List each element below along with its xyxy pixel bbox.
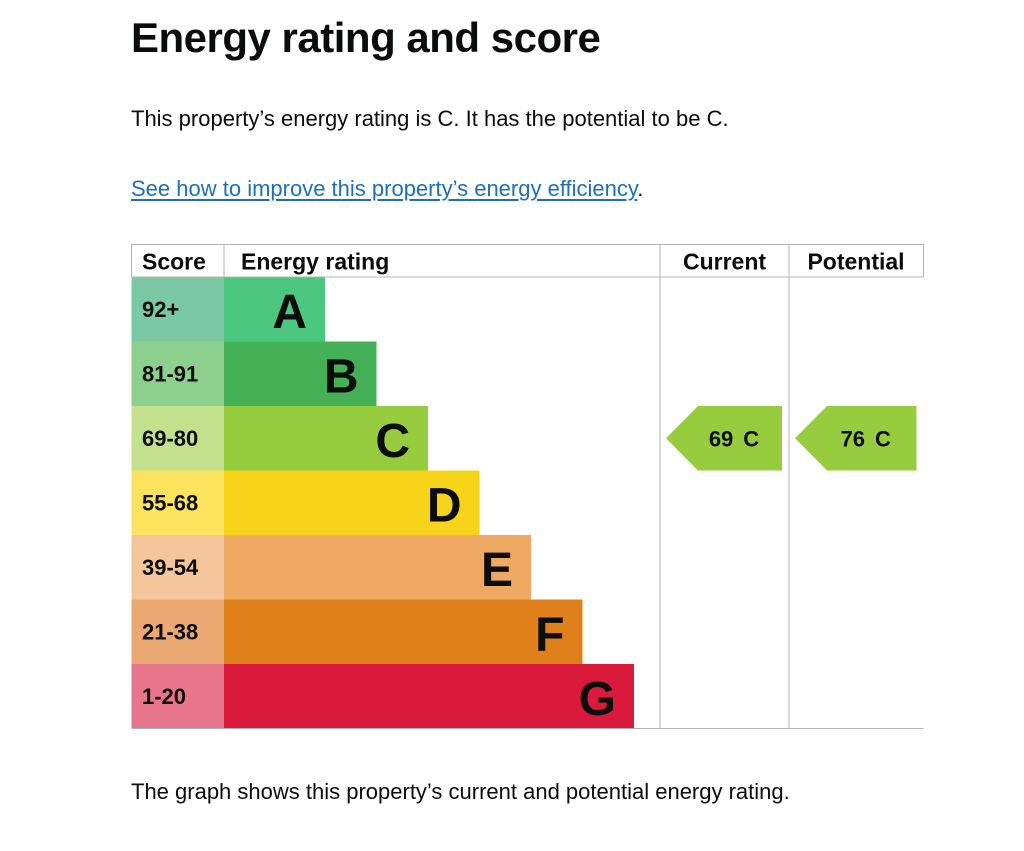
current-score: 69 (709, 426, 733, 451)
current-label: 69 C (709, 426, 759, 451)
current-rating: C (743, 426, 759, 451)
intro-text: This property’s energy rating is C. It h… (131, 106, 729, 131)
score-cell (131, 277, 224, 342)
score-band: 1-20 (142, 684, 186, 709)
link-paragraph: See how to improve this property’s energ… (131, 176, 643, 202)
rating-bar (224, 341, 377, 406)
energy-rating-graph: Score Energy rating Current Potential 92+ A 81… (131, 244, 924, 729)
rating-letter: C (375, 415, 410, 468)
rating-bar (224, 664, 634, 729)
rating-letter: G (579, 673, 616, 726)
score-band: 55-68 (142, 490, 198, 515)
rating-bar (224, 406, 428, 471)
link-suffix: . (637, 176, 644, 201)
score-cell (131, 599, 224, 664)
rating-letter: F (535, 608, 564, 661)
score-cell (131, 470, 224, 535)
potential-rating: C (875, 426, 891, 451)
footer-text: The graph shows this property’s current … (131, 779, 790, 804)
rating-bar (224, 277, 325, 342)
potential-score: 76 (841, 426, 865, 451)
column-header: Current (683, 249, 766, 275)
column-header: Score (142, 249, 206, 275)
column-header: Potential (807, 249, 904, 275)
score-band: 69-80 (142, 426, 198, 451)
rating-bar (224, 599, 583, 664)
score-band: 21-38 (142, 619, 198, 644)
score-cell (131, 341, 224, 406)
potential-label: 76 C (841, 426, 891, 451)
score-band: 81-91 (142, 361, 198, 386)
score-band: 39-54 (142, 555, 199, 580)
rating-letter: B (324, 350, 359, 403)
rating-letter: E (481, 544, 513, 597)
rating-letter: D (427, 479, 462, 532)
score-cell (131, 535, 224, 600)
rating-bar (224, 535, 531, 600)
current-arrow (666, 406, 782, 471)
score-band: 92+ (142, 297, 179, 322)
heading: Energy rating and score (131, 14, 601, 61)
column-header: Energy rating (241, 249, 389, 275)
rating-letter: A (272, 286, 307, 339)
rating-bar (224, 470, 480, 535)
potential-arrow (795, 406, 917, 471)
score-cell (131, 664, 224, 729)
improve-link[interactable]: See how to improve this property’s energ… (131, 176, 638, 201)
score-cell (131, 406, 224, 471)
